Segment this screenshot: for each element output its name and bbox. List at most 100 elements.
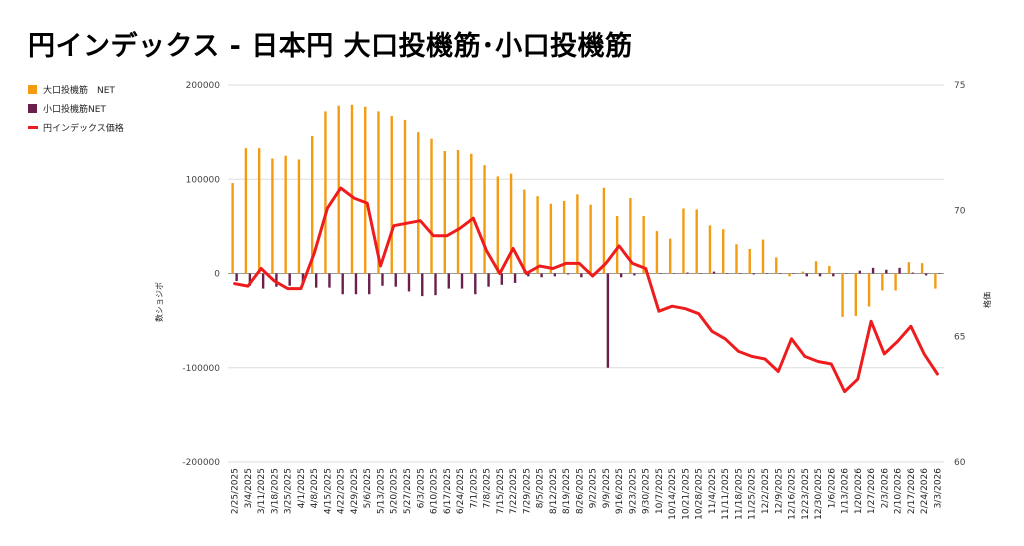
x-tick-label: 7/15/2025 (496, 468, 506, 514)
y-tick-label: -100000 (182, 364, 220, 374)
bar-large-speculators (775, 257, 778, 274)
bar-large-speculators (867, 273, 871, 307)
legend: 大口投機筋 NET 小口投機筋NET 円インデックス価格 (28, 80, 124, 137)
bar-small-speculators (540, 273, 543, 278)
x-tick-label: 6/3/2025 (416, 468, 426, 508)
bar-large-speculators (761, 239, 765, 274)
bar-large-speculators (310, 135, 314, 274)
y2-tick-label: 75 (954, 81, 965, 91)
bar-small-speculators (580, 273, 583, 278)
bar-small-speculators (752, 273, 755, 275)
bar-small-speculators (341, 273, 344, 295)
bar-small-speculators (248, 273, 252, 286)
bar-large-speculators (576, 194, 579, 274)
bar-large-speculators (602, 187, 606, 274)
bar-large-speculators (629, 198, 632, 274)
x-tick-label: 4/15/2025 (323, 468, 333, 514)
legend-swatch-small-speculators (28, 104, 37, 113)
x-tick-label: 6/10/2025 (430, 468, 440, 514)
x-tick-label: 5/13/2025 (377, 468, 387, 514)
x-tick-label: 1/13/2026 (841, 468, 851, 514)
x-tick-label: 3/25/2025 (284, 468, 294, 514)
bar-small-speculators (938, 273, 941, 274)
bar-small-speculators (447, 273, 450, 289)
x-tick-label: 4/1/2025 (297, 468, 307, 508)
x-tick-label: 9/9/2025 (602, 468, 612, 508)
x-tick-label: 11/4/2025 (708, 468, 718, 514)
x-tick-label: 12/16/2025 (788, 468, 798, 520)
x-tick-label: 9/23/2025 (628, 468, 638, 514)
bar-large-speculators (443, 150, 446, 274)
bar-large-speculators (682, 208, 685, 274)
x-tick-label: 11/25/2025 (748, 468, 758, 520)
bar-small-speculators (871, 267, 875, 274)
bar-large-speculators (841, 273, 844, 317)
bar-small-speculators (898, 267, 901, 274)
y2-tick-label: 65 (954, 332, 965, 342)
legend-label-small-speculators: 小口投機筋NET (43, 105, 106, 115)
bar-small-speculators (566, 273, 570, 275)
bar-large-speculators (562, 200, 566, 274)
bar-large-speculators (231, 183, 234, 274)
chart-title: 円インデックス - 日本円 大口投機筋･小口投機筋 (28, 31, 633, 62)
x-tick-label: 8/26/2025 (575, 468, 585, 514)
bar-large-speculators (377, 111, 380, 274)
bar-large-speculators (523, 189, 526, 274)
bar-small-speculators (474, 273, 477, 295)
x-tick-label: 1/27/2026 (867, 468, 877, 514)
y-axis-title: 数ショジボ (154, 282, 164, 322)
bar-large-speculators (589, 204, 592, 274)
x-tick-label: 6/24/2025 (456, 468, 466, 514)
bar-small-speculators (805, 273, 808, 277)
bar-large-speculators (642, 216, 645, 274)
bar-large-speculators (788, 273, 791, 277)
x-tick-label: 8/12/2025 (549, 468, 559, 514)
x-tick-label: 7/22/2025 (509, 468, 519, 514)
bar-small-speculators (288, 273, 291, 286)
bar-large-speculators (814, 261, 818, 274)
bar-large-speculators (549, 203, 553, 274)
bar-small-speculators (726, 273, 729, 274)
bar-small-speculators (858, 270, 862, 274)
x-tick-label: 12/2/2025 (761, 468, 771, 514)
bar-large-speculators (403, 119, 407, 274)
x-tick-label: 8/19/2025 (562, 468, 572, 514)
bar-large-speculators (430, 138, 433, 274)
x-tick-label: 4/8/2025 (310, 468, 320, 508)
bar-large-speculators (244, 148, 248, 274)
x-tick-label: 3/11/2025 (257, 468, 267, 514)
y2-tick-label: 60 (954, 458, 966, 468)
bar-small-speculators (421, 273, 424, 297)
x-tick-label: 10/14/2025 (668, 468, 678, 520)
bar-small-speculators (460, 273, 464, 289)
bar-small-speculators (779, 273, 782, 274)
bar-small-speculators (275, 273, 278, 287)
bar-large-speculators (284, 155, 287, 274)
bar-large-speculators (854, 273, 858, 316)
bar-small-speculators (553, 273, 557, 277)
legend-swatch-yen-index-price (28, 126, 38, 129)
bar-small-speculators (368, 273, 371, 295)
bar-small-speculators (699, 273, 702, 274)
bar-small-speculators (407, 273, 411, 292)
bar-small-speculators (739, 273, 742, 274)
x-tick-label: 4/22/2025 (337, 468, 347, 514)
bar-small-speculators (619, 273, 623, 278)
bar-large-speculators (483, 165, 486, 274)
y-tick-label: -200000 (182, 458, 220, 468)
bar-large-speculators (350, 104, 354, 274)
bar-large-speculators (257, 148, 261, 274)
x-tick-label: 2/24/2026 (920, 468, 930, 514)
x-tick-label: 2/17/2026 (907, 468, 917, 514)
bar-small-speculators (487, 273, 490, 287)
bar-large-speculators (297, 159, 301, 274)
bar-small-speculators (765, 273, 769, 274)
bar-large-speculators (907, 262, 911, 274)
bar-small-speculators (818, 273, 822, 277)
bar-large-speculators (722, 229, 725, 274)
x-tick-label: 3/4/2025 (244, 468, 254, 508)
bar-small-speculators (434, 273, 437, 296)
x-tick-label: 8/5/2025 (536, 468, 546, 508)
x-tick-label: 12/9/2025 (774, 468, 784, 514)
